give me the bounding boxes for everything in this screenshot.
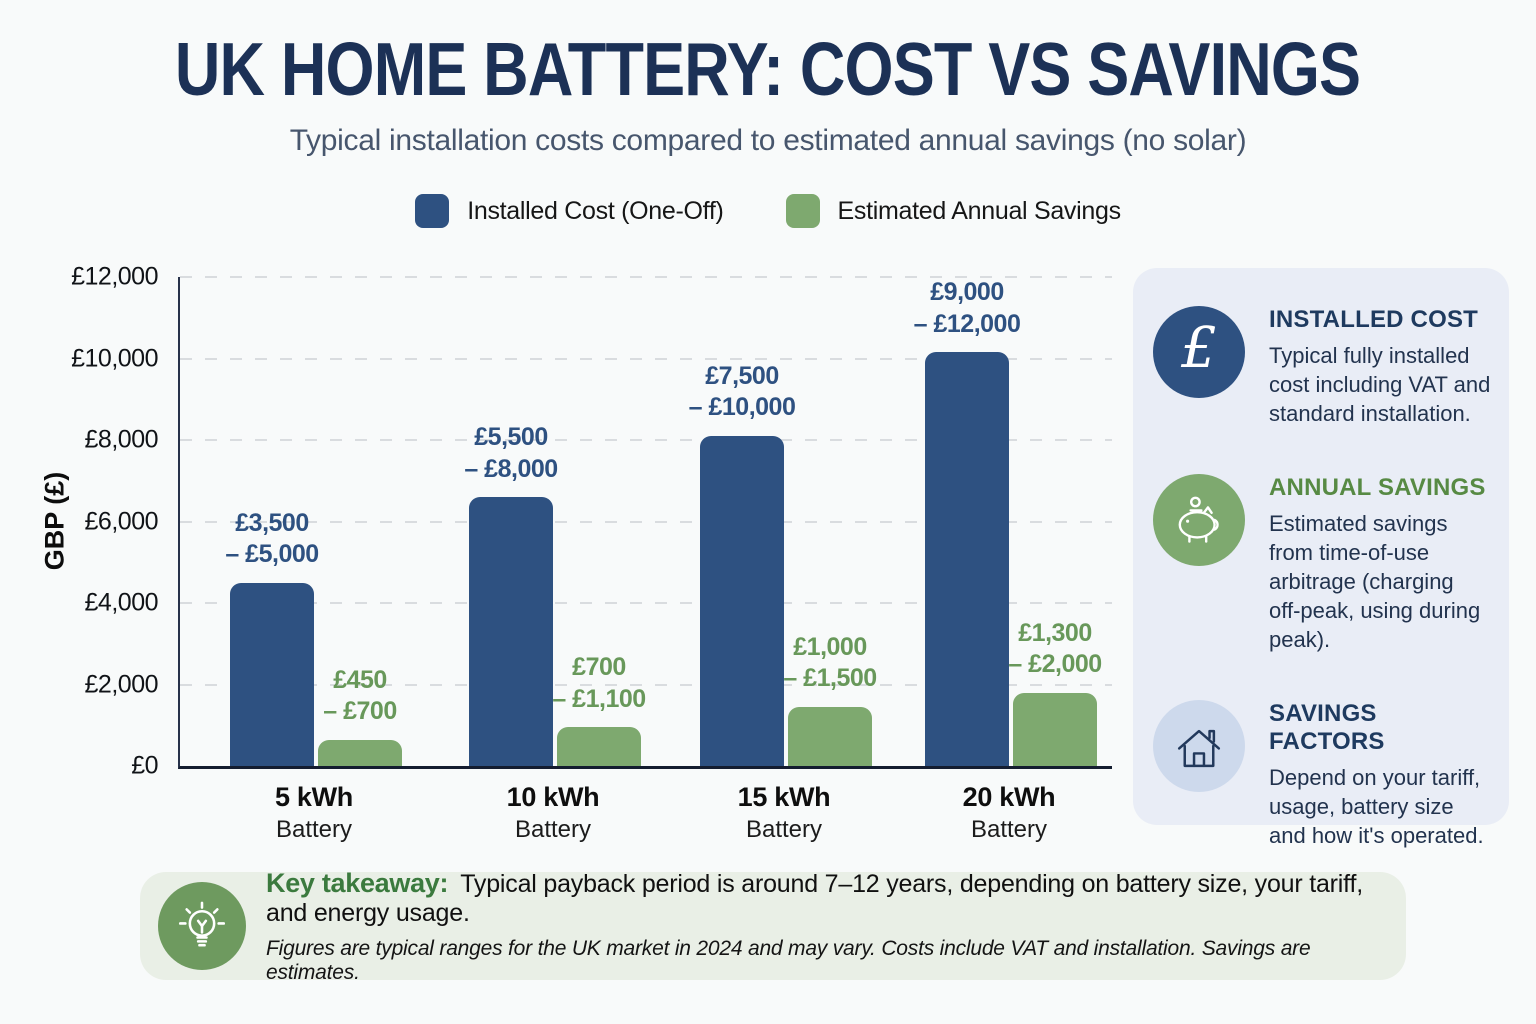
range-label-savings-15-kwh: £1,000– £1,500 xyxy=(783,632,877,693)
gridline-8000 xyxy=(180,439,1112,442)
y-tick-4000: £4,000 xyxy=(84,588,159,617)
legend-item-annual-savings: Estimated Annual Savings xyxy=(785,194,1122,228)
range-label-savings-5-kwh: £450– £700 xyxy=(323,665,397,726)
legend-label-cost: Installed Cost (One-Off) xyxy=(467,196,724,225)
bar-wrap-savings-20-kwh: £1,300– £2,000 xyxy=(1008,277,1102,766)
card-body-savings-factors: Depend on your tariff, usage, battery si… xyxy=(1269,765,1484,849)
footnote: Figures are typical ranges for the UK ma… xyxy=(266,936,1311,984)
bar-wrap-cost-10-kwh: £5,500– £8,000 xyxy=(464,277,558,766)
bar-cost-15-kwh xyxy=(700,435,784,766)
legend-label-savings: Estimated Annual Savings xyxy=(837,196,1122,225)
info-card-installed-cost: £ INSTALLED COST Typical fully installed… xyxy=(1153,306,1491,428)
bar-wrap-cost-15-kwh: £7,500– £10,000 xyxy=(689,277,796,766)
card-heading-savings-factors: SAVINGS FACTORS xyxy=(1269,700,1385,756)
plot-area: £3,500– £5,000 £450– £700 £5,500– £8,000 £7… xyxy=(178,276,1112,769)
house-icon xyxy=(1153,700,1245,793)
x-label-10-kwh: 10 kWh Battery xyxy=(506,782,600,843)
bar-group-20-kwh: £9,000– £12,000 £1,300– £2,000 xyxy=(914,277,1102,766)
bar-savings-5-kwh xyxy=(318,739,402,766)
bar-wrap-savings-5-kwh: £450– £700 xyxy=(318,277,402,766)
bar-savings-15-kwh xyxy=(788,706,872,766)
page-title: UK HOME BATTERY: COST VS SAVINGS xyxy=(175,27,1361,111)
y-tick-0: £0 xyxy=(131,751,158,780)
card-heading-installed-cost: INSTALLED COST xyxy=(1269,306,1479,333)
info-card-annual-savings: ANNUAL SAVINGS Estimated savings from ti… xyxy=(1153,474,1491,654)
gridline-10000 xyxy=(180,357,1112,360)
range-label-cost-20-kwh: £9,000– £12,000 xyxy=(913,278,1021,338)
y-tick-10000: £10,000 xyxy=(71,344,158,372)
legend-item-installed-cost: Installed Cost (One-Off) xyxy=(415,194,724,228)
gridline-4000 xyxy=(180,602,1112,605)
range-label-savings-20-kwh: £1,300– £2,000 xyxy=(1008,618,1102,679)
card-body-installed-cost: Typical fully installed cost including V… xyxy=(1269,343,1491,427)
x-label-20-kwh: 20 kWh Battery xyxy=(962,782,1056,843)
y-axis-ticks: £0 £2,000 £4,000 £6,000 £8,000 £10,000 £12,000 xyxy=(0,263,159,780)
key-takeaway-line: Key takeaway: Typical payback period is a… xyxy=(266,868,1406,928)
key-takeaway-body: Typical payback period is around 7–12 ye… xyxy=(266,869,1363,927)
x-label-5-kwh: 5 kWh Battery xyxy=(274,782,353,843)
x-axis-labels: 5 kWh Battery 10 kWh Battery 15 kWh Battery 20… xyxy=(178,782,1110,862)
info-panel: £ INSTALLED COST Typical fully installed… xyxy=(1133,268,1509,848)
gridline-12000 xyxy=(180,276,1112,278)
chart-legend: Installed Cost (One-Off) Estimated Annua… xyxy=(0,194,1536,228)
range-label-cost-15-kwh: £7,500– £10,000 xyxy=(688,361,796,422)
info-card-savings-factors: SAVINGS FACTORS Depend on your tariff, u… xyxy=(1153,700,1491,850)
bar-savings-20-kwh xyxy=(1013,692,1097,766)
gridline-2000 xyxy=(180,683,1112,686)
bar-cost-10-kwh xyxy=(469,497,553,766)
range-label-cost-10-kwh: £5,500– £8,000 xyxy=(464,423,558,483)
bar-wrap-savings-15-kwh: £1,000– £1,500 xyxy=(783,277,877,766)
card-heading-annual-savings: ANNUAL SAVINGS xyxy=(1269,474,1486,502)
bar-wrap-cost-20-kwh: £9,000– £12,000 xyxy=(914,277,1021,766)
y-tick-6000: £6,000 xyxy=(84,507,159,535)
lightbulb-icon xyxy=(158,882,246,970)
bar-group-15-kwh: £7,500– £10,000 £1,000– £1,500 xyxy=(689,277,877,766)
bar-group-10-kwh: £5,500– £8,000 £700– £1,100 xyxy=(464,277,646,766)
page-subtitle: Typical installation costs compared to e… xyxy=(289,124,1247,157)
bar-savings-10-kwh xyxy=(557,727,641,766)
y-tick-12000: £12,000 xyxy=(71,262,158,291)
y-tick-2000: £2,000 xyxy=(84,670,159,699)
range-label-cost-5-kwh: £3,500– £5,000 xyxy=(225,508,319,569)
gridline-6000 xyxy=(180,520,1112,523)
x-label-15-kwh: 15 kWh Battery xyxy=(737,782,831,843)
key-takeaway-banner: Key takeaway: Typical payback period is a… xyxy=(140,868,1406,984)
legend-swatch-cost xyxy=(415,194,450,228)
bar-cost-5-kwh xyxy=(230,582,314,766)
bar-wrap-cost-5-kwh: £3,500– £5,000 xyxy=(225,277,319,766)
key-takeaway-heading: Key takeaway: xyxy=(266,867,449,898)
card-body-annual-savings: Estimated savings from time-of-use arbit… xyxy=(1269,511,1481,653)
bar-group-5-kwh: £3,500– £5,000 £450– £700 xyxy=(225,277,402,766)
piggy-bank-icon xyxy=(1153,474,1245,567)
range-label-savings-10-kwh: £700– £1,100 xyxy=(552,653,646,713)
bar-cost-20-kwh xyxy=(925,352,1009,766)
pound-icon: £ xyxy=(1153,306,1245,398)
legend-swatch-savings xyxy=(785,194,820,228)
y-tick-8000: £8,000 xyxy=(84,425,159,454)
bar-wrap-savings-10-kwh: £700– £1,100 xyxy=(552,277,646,766)
